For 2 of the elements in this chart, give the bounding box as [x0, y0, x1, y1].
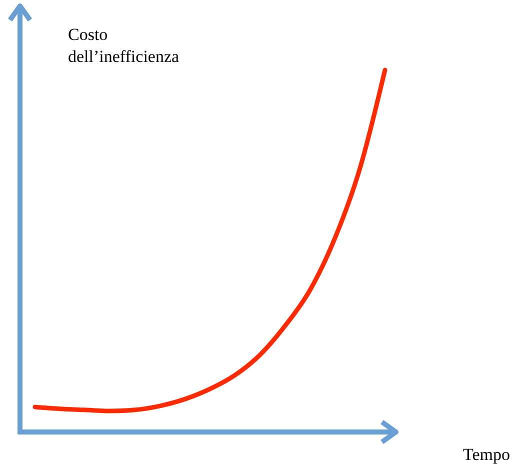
y-axis-title: Costo dell’inefficienza: [68, 25, 180, 66]
x-axis-title: Tempo: [463, 445, 510, 464]
